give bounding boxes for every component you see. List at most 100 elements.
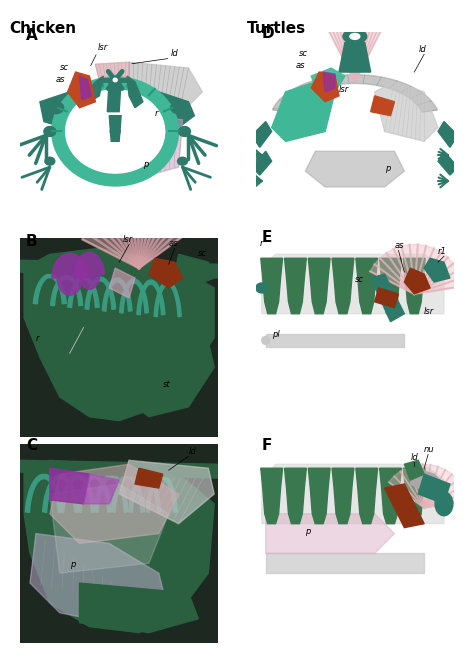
Polygon shape [266, 334, 404, 347]
Ellipse shape [48, 102, 64, 114]
Ellipse shape [179, 127, 191, 136]
Polygon shape [83, 474, 119, 504]
Polygon shape [68, 72, 95, 108]
Text: nu: nu [424, 445, 435, 454]
Text: A: A [26, 29, 38, 43]
Polygon shape [50, 464, 179, 543]
Text: r1: r1 [438, 247, 447, 256]
Polygon shape [403, 468, 425, 524]
Polygon shape [174, 254, 214, 288]
Polygon shape [80, 583, 199, 633]
Polygon shape [438, 151, 458, 175]
Polygon shape [262, 464, 444, 524]
Polygon shape [356, 468, 378, 524]
Polygon shape [154, 281, 181, 317]
Polygon shape [24, 249, 214, 421]
Text: ld: ld [171, 49, 178, 58]
Polygon shape [82, 205, 190, 268]
Polygon shape [119, 279, 148, 313]
Ellipse shape [256, 283, 268, 293]
Polygon shape [266, 514, 394, 554]
Text: sc: sc [199, 249, 208, 258]
Ellipse shape [258, 282, 273, 294]
Ellipse shape [113, 79, 117, 82]
Ellipse shape [435, 492, 453, 516]
Polygon shape [26, 474, 63, 513]
Polygon shape [52, 253, 88, 295]
Polygon shape [424, 258, 450, 282]
Polygon shape [102, 278, 132, 312]
Polygon shape [74, 252, 104, 289]
Polygon shape [135, 468, 163, 488]
Text: p: p [384, 164, 390, 173]
Polygon shape [30, 533, 169, 627]
Text: Turtles: Turtles [246, 21, 306, 36]
Polygon shape [109, 116, 121, 141]
Polygon shape [40, 92, 75, 127]
Polygon shape [384, 484, 424, 528]
Polygon shape [380, 468, 401, 524]
Polygon shape [305, 151, 404, 187]
Polygon shape [261, 468, 283, 524]
Ellipse shape [44, 127, 56, 136]
Text: ld: ld [418, 45, 426, 55]
Ellipse shape [343, 29, 367, 43]
Polygon shape [127, 76, 143, 108]
Polygon shape [273, 75, 438, 112]
Polygon shape [339, 42, 371, 72]
Text: p: p [305, 526, 310, 535]
Text: lsr: lsr [339, 85, 349, 94]
Polygon shape [137, 280, 165, 315]
Polygon shape [129, 62, 202, 116]
Ellipse shape [262, 336, 270, 345]
Polygon shape [33, 274, 66, 304]
Polygon shape [410, 468, 444, 494]
Polygon shape [24, 460, 214, 633]
Polygon shape [43, 474, 79, 513]
Ellipse shape [110, 76, 120, 84]
Polygon shape [266, 554, 424, 573]
Text: as: as [295, 61, 305, 70]
Text: p: p [70, 560, 75, 569]
Polygon shape [20, 460, 218, 478]
Ellipse shape [52, 77, 179, 186]
Polygon shape [332, 468, 354, 524]
Text: lsr: lsr [424, 307, 435, 315]
Polygon shape [20, 445, 218, 643]
Polygon shape [284, 468, 306, 524]
Text: ld: ld [410, 453, 418, 462]
Polygon shape [370, 245, 463, 294]
Text: sc: sc [355, 275, 364, 284]
Text: st: st [163, 380, 170, 389]
Text: ld: ld [189, 447, 196, 456]
Polygon shape [311, 68, 345, 92]
Polygon shape [380, 258, 401, 313]
Polygon shape [95, 62, 129, 102]
Polygon shape [149, 258, 182, 288]
Polygon shape [418, 474, 450, 504]
Polygon shape [371, 274, 404, 322]
Text: pl: pl [272, 330, 279, 339]
Polygon shape [261, 258, 283, 313]
Text: lsr: lsr [123, 236, 133, 245]
Polygon shape [94, 474, 128, 513]
Text: C: C [26, 438, 37, 454]
Text: sc: sc [60, 63, 69, 72]
Polygon shape [252, 151, 272, 175]
Polygon shape [129, 474, 161, 513]
Ellipse shape [45, 157, 55, 165]
Ellipse shape [66, 90, 164, 173]
Polygon shape [389, 464, 467, 508]
Polygon shape [371, 96, 394, 116]
Text: lsr: lsr [97, 43, 108, 53]
Polygon shape [308, 468, 330, 524]
Polygon shape [80, 76, 91, 100]
Ellipse shape [110, 127, 120, 136]
Polygon shape [50, 484, 169, 573]
Polygon shape [328, 23, 382, 82]
Polygon shape [404, 268, 430, 294]
Polygon shape [85, 277, 116, 310]
Polygon shape [403, 258, 425, 313]
Text: E: E [262, 230, 272, 245]
Text: p: p [143, 160, 148, 169]
